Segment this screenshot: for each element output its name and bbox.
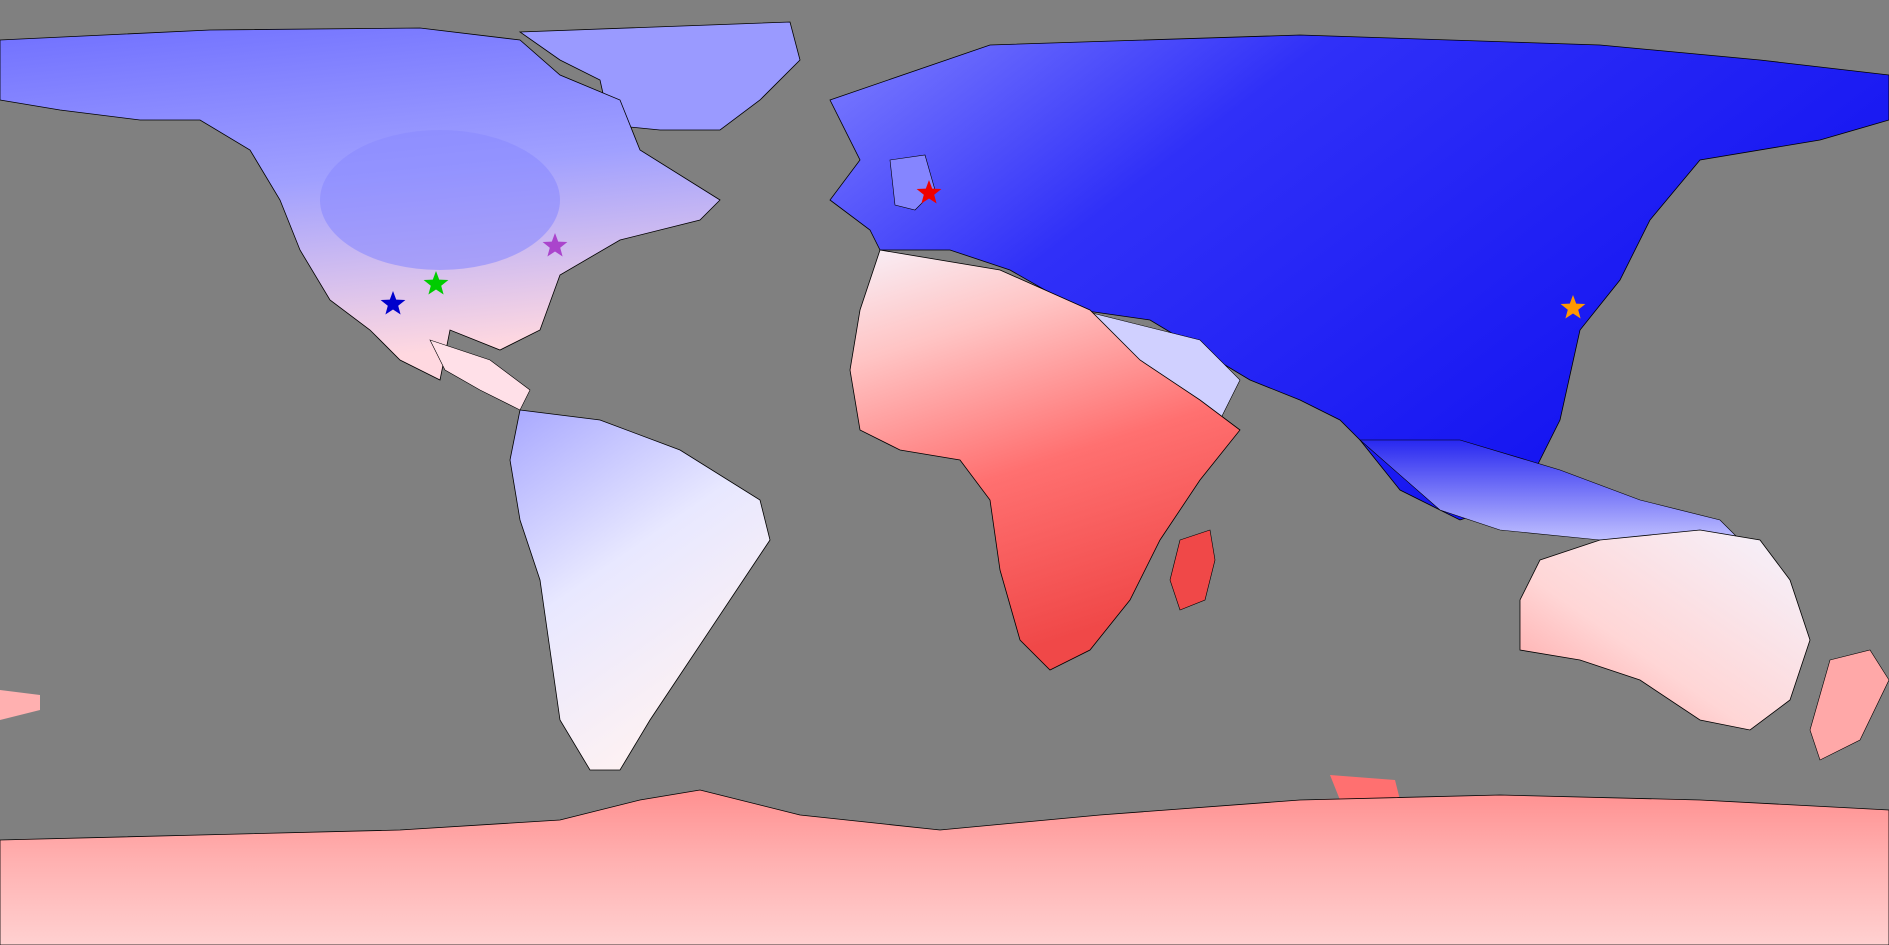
region-edge-patch <box>0 690 40 720</box>
region-eurasia <box>829 34 1889 521</box>
region-se-asia <box>1359 439 1741 541</box>
region-central-america <box>429 339 531 411</box>
marker-western-us <box>380 291 406 315</box>
region-africa <box>849 249 1241 671</box>
marker-central-us <box>423 271 449 295</box>
markers-group <box>380 180 1586 319</box>
region-australia <box>1519 529 1811 731</box>
marker-eastern-us <box>542 233 568 257</box>
region-new-zealand <box>1809 649 1889 761</box>
region-small-island <box>1330 775 1400 800</box>
shade-na-interior <box>320 130 560 270</box>
marker-east-china <box>1560 295 1586 319</box>
region-greenland <box>518 21 801 131</box>
region-antarctica <box>0 789 1889 945</box>
region-south-america <box>509 409 771 771</box>
marker-uk <box>916 180 942 204</box>
region-madagascar <box>1169 529 1216 611</box>
